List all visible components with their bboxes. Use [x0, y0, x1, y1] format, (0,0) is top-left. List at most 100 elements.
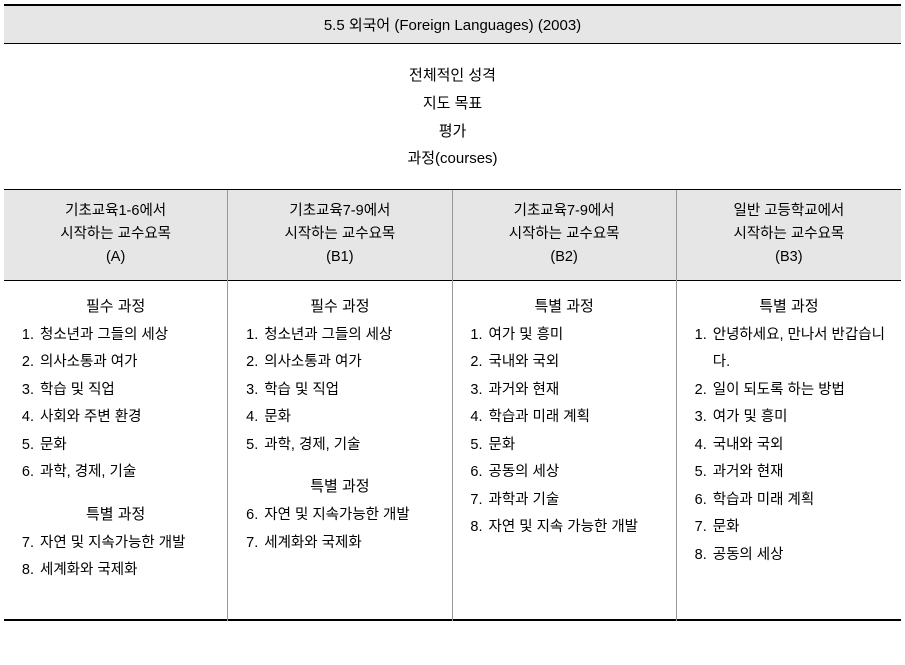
column-body: 특별 과정1.안녕하세요, 만나서 반갑습니다.2.일이 되도록 하는 방법3.…: [677, 281, 901, 621]
item-text: 여가 및 흥미: [489, 322, 666, 350]
item-text: 학습과 미래 계획: [489, 404, 666, 432]
item-text: 의사소통과 여가: [40, 349, 217, 377]
title-bar: 5.5 외국어 (Foreign Languages) (2003): [4, 4, 901, 44]
list-item: 4.국내와 국외: [689, 432, 891, 460]
course-list: 7.자연 및 지속가능한 개발8.세계화와 국제화: [14, 530, 217, 585]
topic-item: 평가: [4, 118, 901, 146]
item-text: 과거와 현재: [713, 459, 891, 487]
item-number: 8.: [465, 514, 483, 542]
course-list: 1.청소년과 그들의 세상2.의사소통과 여가3.학습 및 직업4.사회와 주변…: [14, 322, 217, 487]
list-item: 1.청소년과 그들의 세상: [240, 322, 441, 350]
item-text: 공동의 세상: [489, 459, 666, 487]
list-item: 7.과학과 기술: [465, 487, 666, 515]
list-item: 1.여가 및 흥미: [465, 322, 666, 350]
item-number: 3.: [240, 377, 258, 405]
column: 일반 고등학교에서시작하는 교수요목(B3)특별 과정1.안녕하세요, 만나서 …: [677, 190, 901, 621]
item-number: 1.: [689, 322, 707, 350]
list-item: 8.공동의 세상: [689, 542, 891, 570]
item-text: 세계화와 국제화: [264, 530, 441, 558]
section-gap: [238, 459, 441, 473]
item-number: 1.: [465, 322, 483, 350]
list-item: 5.문화: [16, 432, 217, 460]
item-number: 3.: [465, 377, 483, 405]
item-number: 7.: [16, 530, 34, 558]
item-number: 3.: [16, 377, 34, 405]
column-header-code: (B3): [681, 246, 897, 269]
course-list: 1.여가 및 흥미2.국내와 국외3.과거와 현재4.학습과 미래 계획5.문화…: [463, 322, 666, 542]
item-number: 5.: [240, 432, 258, 460]
item-number: 4.: [465, 404, 483, 432]
section-label: 필수 과정: [14, 293, 217, 322]
columns-container: 기초교육1-6에서시작하는 교수요목(A)필수 과정1.청소년과 그들의 세상2…: [4, 189, 901, 621]
column-header-line: 시작하는 교수요목: [232, 223, 447, 246]
item-number: 6.: [465, 459, 483, 487]
item-number: 5.: [16, 432, 34, 460]
column-header-line: 시작하는 교수요목: [681, 223, 897, 246]
item-text: 청소년과 그들의 세상: [264, 322, 441, 350]
item-text: 학습과 미래 계획: [713, 487, 891, 515]
item-text: 과학, 경제, 기술: [264, 432, 441, 460]
item-number: 5.: [689, 459, 707, 487]
column: 기초교육1-6에서시작하는 교수요목(A)필수 과정1.청소년과 그들의 세상2…: [4, 190, 228, 621]
column-header-line: 시작하는 교수요목: [8, 223, 223, 246]
list-item: 6.자연 및 지속가능한 개발: [240, 502, 441, 530]
column-header: 기초교육7-9에서시작하는 교수요목(B2): [453, 190, 676, 281]
column-header-line: 기초교육7-9에서: [232, 200, 447, 223]
section-label: 특별 과정: [463, 293, 666, 322]
item-text: 여가 및 흥미: [713, 404, 891, 432]
item-text: 자연 및 지속 가능한 개발: [489, 514, 666, 542]
item-text: 문화: [713, 514, 891, 542]
item-text: 학습 및 직업: [264, 377, 441, 405]
list-item: 5.문화: [465, 432, 666, 460]
item-text: 문화: [264, 404, 441, 432]
item-number: 8.: [16, 557, 34, 585]
column-header: 기초교육7-9에서시작하는 교수요목(B1): [228, 190, 451, 281]
topics-block: 전체적인 성격 지도 목표 평가 과정(courses): [4, 44, 901, 189]
list-item: 6.학습과 미래 계획: [689, 487, 891, 515]
item-text: 공동의 세상: [713, 542, 891, 570]
course-list: 1.안녕하세요, 만나서 반갑습니다.2.일이 되도록 하는 방법3.여가 및 …: [687, 322, 891, 570]
topic-item: 지도 목표: [4, 90, 901, 118]
item-number: 1.: [16, 322, 34, 350]
list-item: 6.공동의 세상: [465, 459, 666, 487]
list-item: 4.학습과 미래 계획: [465, 404, 666, 432]
column-header: 일반 고등학교에서시작하는 교수요목(B3): [677, 190, 901, 281]
list-item: 3.여가 및 흥미: [689, 404, 891, 432]
item-text: 세계화와 국제화: [40, 557, 217, 585]
item-number: 3.: [689, 404, 707, 432]
item-number: 2.: [689, 377, 707, 405]
column-header-line: 기초교육7-9에서: [457, 200, 672, 223]
item-number: 5.: [465, 432, 483, 460]
list-item: 5.과거와 현재: [689, 459, 891, 487]
list-item: 1.청소년과 그들의 세상: [16, 322, 217, 350]
item-number: 7.: [465, 487, 483, 515]
list-item: 4.문화: [240, 404, 441, 432]
item-number: 2.: [240, 349, 258, 377]
list-item: 3.학습 및 직업: [16, 377, 217, 405]
item-number: 4.: [240, 404, 258, 432]
column-header-line: 시작하는 교수요목: [457, 223, 672, 246]
section-label: 필수 과정: [238, 293, 441, 322]
list-item: 1.안녕하세요, 만나서 반갑습니다.: [689, 322, 891, 377]
list-item: 8.자연 및 지속 가능한 개발: [465, 514, 666, 542]
item-text: 국내와 국외: [713, 432, 891, 460]
item-text: 의사소통과 여가: [264, 349, 441, 377]
list-item: 8.세계화와 국제화: [16, 557, 217, 585]
list-item: 7.자연 및 지속가능한 개발: [16, 530, 217, 558]
list-item: 2.의사소통과 여가: [240, 349, 441, 377]
course-list: 1.청소년과 그들의 세상2.의사소통과 여가3.학습 및 직업4.문화5.과학…: [238, 322, 441, 460]
list-item: 6.과학, 경제, 기술: [16, 459, 217, 487]
section-label: 특별 과정: [687, 293, 891, 322]
item-number: 6.: [689, 487, 707, 515]
column: 기초교육7-9에서시작하는 교수요목(B1) 필수 과정1.청소년과 그들의 세상…: [228, 190, 452, 621]
page-title: 5.5 외국어 (Foreign Languages) (2003): [324, 17, 581, 34]
item-text: 학습 및 직업: [40, 377, 217, 405]
column-header-code: (B1): [232, 246, 447, 269]
item-number: 6.: [240, 502, 258, 530]
item-number: 2.: [465, 349, 483, 377]
item-text: 안녕하세요, 만나서 반갑습니다.: [713, 322, 891, 377]
section-gap: [14, 487, 217, 501]
list-item: 2.국내와 국외: [465, 349, 666, 377]
column-body: 특별 과정1.여가 및 흥미2.국내와 국외3.과거와 현재4.학습과 미래 계…: [453, 281, 676, 621]
topic-item: 과정(courses): [4, 145, 901, 173]
